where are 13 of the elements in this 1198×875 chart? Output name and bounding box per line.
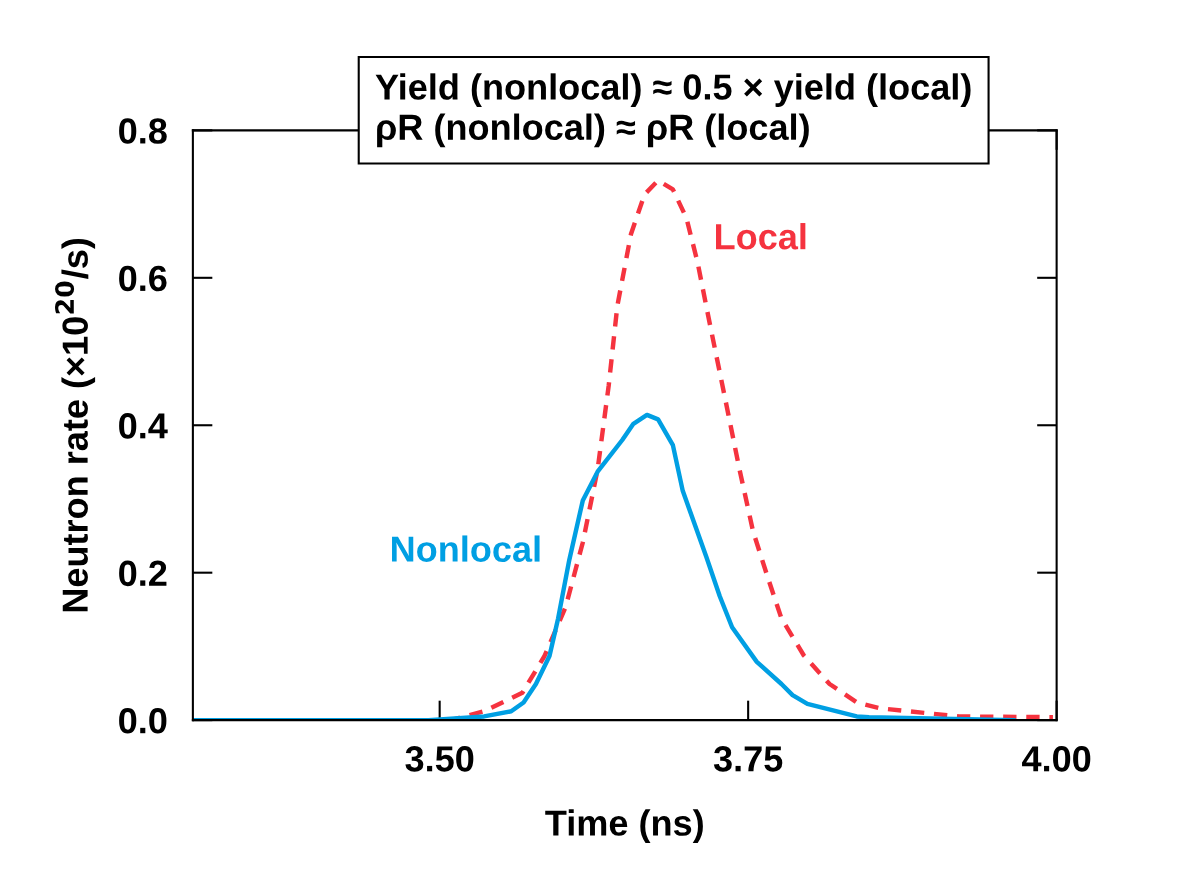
x-tick-label: 3.50 xyxy=(405,746,474,772)
y-tick-label: 0.2 xyxy=(119,560,167,587)
y-axis-title: Neutron rate (×10$^{20}$/s) xyxy=(55,238,96,612)
y-tick-label: 0.6 xyxy=(119,265,167,292)
y-tick-label: 0.0 xyxy=(119,707,167,734)
series-label: Local xyxy=(716,223,806,250)
y-tick-label: 0.4 xyxy=(119,413,168,439)
x-tick-label: 3.75 xyxy=(713,746,783,772)
x-axis-title: Time (ns) xyxy=(545,809,703,844)
series-label: Nonlocal xyxy=(392,535,540,562)
annotation: Yield (nonlocal) ≈ 0.5 × yield (local) ρR (nonlocal) ≈ ρR (local) xyxy=(375,73,971,148)
x-tick-label: 4.00 xyxy=(1022,746,1091,772)
y-tick-label: 0.8 xyxy=(119,118,167,144)
